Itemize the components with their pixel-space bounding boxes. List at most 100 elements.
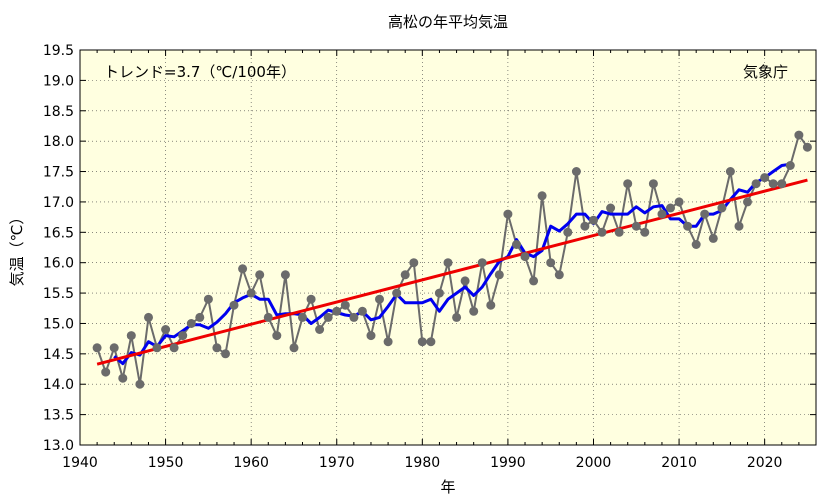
trend-line (96, 178, 808, 366)
y-tick-label: 19.5 (43, 43, 74, 59)
annual-point (700, 209, 710, 219)
annual-point (452, 312, 462, 322)
annual-point (494, 270, 504, 280)
x-tick-label: 1970 (319, 455, 355, 471)
annual-point (332, 306, 342, 316)
x-tick-label: 1940 (62, 455, 98, 471)
annual-point (571, 167, 581, 176)
y-tick-label: 16.0 (43, 256, 74, 272)
annual-point (469, 306, 479, 316)
annual-point (717, 203, 727, 213)
y-tick-label: 15.0 (43, 316, 74, 332)
y-axis-label: 気温（℃） (8, 210, 26, 287)
annual-point (743, 197, 752, 207)
annual-point (460, 276, 470, 286)
annual-point (135, 379, 145, 389)
x-tick-label: 2000 (576, 455, 612, 471)
annual-point (263, 312, 273, 322)
annual-point (751, 179, 761, 189)
annual-point (152, 343, 162, 353)
annual-point (434, 288, 444, 298)
annual-point (417, 337, 427, 347)
annual-point (212, 343, 222, 353)
annual-point (383, 337, 393, 347)
annual-point (760, 173, 770, 183)
chart-title: 高松の年平均気温 (388, 13, 508, 31)
annual-point (255, 270, 265, 280)
annual-point (597, 227, 607, 237)
x-tick-label: 1950 (148, 455, 184, 471)
annual-point (144, 312, 153, 322)
annual-point (768, 179, 778, 189)
annual-point (323, 312, 333, 322)
annual-point (512, 240, 521, 249)
annual-point (340, 300, 350, 310)
annual-point (289, 343, 299, 353)
annual-point (657, 209, 667, 219)
annual-point (109, 343, 119, 353)
annual-point (392, 288, 402, 298)
x-tick-label: 2010 (661, 455, 697, 471)
annual-point (734, 221, 744, 231)
annual-point (777, 179, 787, 189)
annual-point (546, 258, 556, 268)
annual-point (272, 331, 282, 341)
annual-point (92, 343, 102, 353)
series-layer (92, 130, 812, 389)
y-tick-label: 14.0 (43, 377, 74, 393)
y-tick-label: 15.5 (43, 286, 74, 302)
annual-point (400, 270, 410, 280)
annual-point (683, 221, 693, 231)
annual-point (691, 240, 701, 249)
annual-point (725, 167, 735, 176)
annual-point (666, 203, 675, 213)
annual-point (126, 331, 136, 341)
moving-average-line (113, 162, 791, 366)
plot-frame (79, 49, 817, 446)
annual-point (306, 294, 316, 304)
annual-point (785, 161, 795, 170)
annual-point (563, 227, 573, 237)
x-tick-label: 2020 (747, 455, 783, 471)
annual-point (195, 312, 205, 322)
y-tick-label: 16.5 (43, 225, 74, 241)
plot-background (80, 50, 816, 445)
annual-point (606, 203, 616, 213)
annual-point (357, 306, 367, 316)
annual-point (366, 331, 376, 341)
y-tick-label: 14.5 (43, 347, 74, 363)
annual-point (794, 130, 804, 140)
annual-point (631, 221, 641, 231)
y-tick-label: 13.5 (43, 408, 74, 424)
annual-point (221, 349, 230, 359)
annual-point (580, 221, 590, 231)
annual-point (554, 270, 564, 280)
annual-point (623, 179, 633, 189)
annual-point (409, 258, 419, 268)
source-annotation: 気象庁 (743, 63, 788, 81)
annual-point (178, 331, 188, 341)
annual-point (375, 294, 384, 304)
x-tick-label: 1990 (490, 455, 526, 471)
annual-point (486, 300, 496, 310)
annual-point (298, 312, 307, 322)
annual-point (614, 227, 624, 237)
annual-point (589, 215, 598, 225)
x-tick-label: 1960 (233, 455, 269, 471)
y-tick-label: 18.5 (43, 104, 74, 120)
y-tick-label: 18.0 (43, 134, 74, 150)
annual-point (640, 227, 650, 237)
annual-point (186, 319, 196, 328)
annual-point (169, 343, 179, 353)
x-tick-label: 1980 (405, 455, 441, 471)
annual-point (315, 325, 325, 334)
x-axis-label: 年 (440, 478, 455, 496)
annual-point (101, 367, 111, 377)
annual-point (537, 191, 547, 201)
annual-point (349, 312, 359, 322)
annual-point (477, 258, 487, 268)
y-tick-label: 19.0 (43, 73, 74, 89)
annual-point (674, 197, 684, 207)
annual-point (238, 264, 248, 274)
